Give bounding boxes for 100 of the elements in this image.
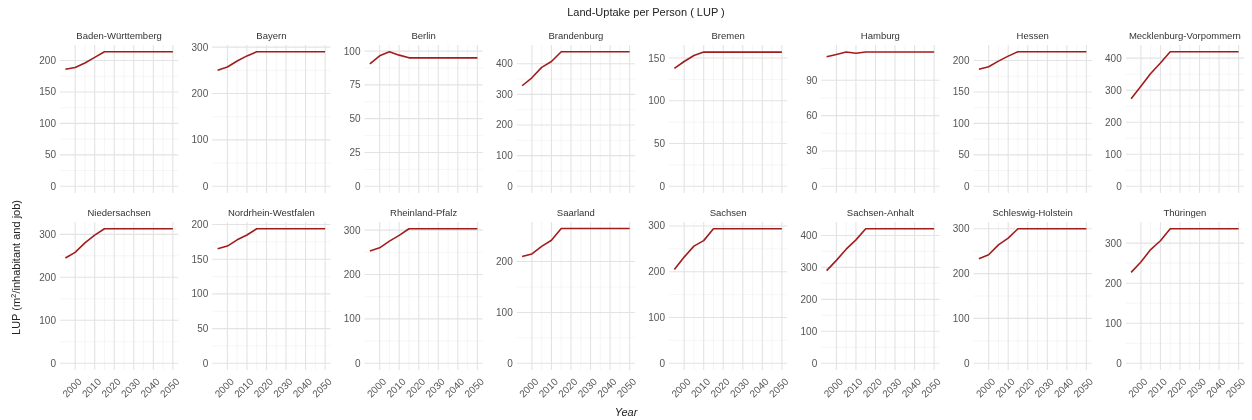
line-series	[64, 50, 174, 71]
chart-title: Thüringen	[1163, 207, 1207, 218]
y-tick-label: 0	[50, 180, 57, 192]
chart-title: Mecklenburg-Vorpommern	[1128, 30, 1241, 41]
y-tick-label: 100	[1105, 148, 1123, 160]
line-series	[216, 50, 326, 72]
y-tick-label: 0	[659, 357, 666, 369]
chart-title: Sachsen-Anhalt	[846, 207, 915, 218]
chart-title: Niedersachsen	[87, 207, 151, 218]
line-series	[216, 227, 326, 250]
line-series	[825, 227, 935, 272]
chart-title: Sachsen	[709, 207, 747, 218]
chart-title: Hessen	[1016, 30, 1049, 41]
chart-title: Bayern	[256, 30, 287, 41]
y-tick-label: 300	[800, 261, 818, 273]
y-tick-label: 0	[507, 180, 514, 192]
chart-title: Nordrhein-Westfalen	[227, 207, 315, 218]
y-tick-label: 200	[952, 55, 970, 67]
y-tick-label: 0	[963, 357, 970, 369]
y-tick-label: 200	[39, 55, 57, 67]
y-tick-label: 0	[1116, 180, 1123, 192]
y-tick-label: 30	[806, 145, 818, 157]
y-tick-label: 200	[1105, 116, 1123, 128]
line-series	[1130, 227, 1240, 274]
y-tick-label: 0	[659, 180, 666, 192]
line-series	[1130, 50, 1240, 100]
y-tick-label: 0	[963, 180, 970, 192]
y-tick-label: 50	[349, 113, 361, 125]
y-tick-label: 100	[39, 314, 57, 326]
y-tick-label: 0	[202, 357, 209, 369]
y-tick-label: 100	[496, 150, 514, 162]
y-tick-label: 300	[1105, 84, 1123, 96]
x-axis-title: Year	[614, 406, 639, 418]
y-tick-label: 100	[648, 312, 666, 324]
y-tick-label: 400	[1105, 52, 1123, 64]
y-tick-label: 100	[496, 306, 514, 318]
line-series	[369, 227, 479, 252]
y-tick-label: 200	[800, 293, 818, 305]
y-tick-label: 150	[191, 253, 209, 265]
y-tick-label: 0	[354, 357, 361, 369]
y-tick-label: 200	[1105, 277, 1123, 289]
y-tick-label: 100	[1105, 317, 1123, 329]
line-series	[978, 50, 1088, 71]
y-tick-label: 200	[191, 219, 209, 231]
y-tick-label: 200	[496, 256, 514, 268]
chart-title: Saarland	[556, 207, 595, 218]
y-tick-label: 200	[648, 266, 666, 278]
y-tick-label: 0	[811, 357, 818, 369]
line-series	[978, 227, 1088, 260]
y-tick-label: 100	[191, 134, 209, 146]
line-series	[64, 227, 174, 259]
y-tick-label: 400	[496, 58, 514, 70]
y-tick-label: 300	[648, 220, 666, 232]
line-series	[521, 50, 631, 87]
line-series	[673, 227, 783, 271]
y-tick-label: 300	[1105, 237, 1123, 249]
line-series	[673, 51, 783, 70]
y-tick-label: 0	[202, 180, 209, 192]
y-tick-label: 0	[507, 357, 514, 369]
chart-title: Brandenburg	[548, 30, 604, 41]
y-tick-label: 100	[952, 312, 970, 324]
y-tick-label: 100	[952, 117, 970, 129]
y-tick-label: 100	[343, 45, 361, 57]
y-tick-label: 25	[349, 146, 361, 158]
y-tick-label: 200	[191, 87, 209, 99]
y-tick-label: 50	[197, 323, 209, 335]
chart-title: Berlin	[411, 30, 436, 41]
y-tick-label: 300	[39, 228, 57, 240]
y-tick-label: 0	[50, 357, 57, 369]
y-tick-label: 50	[44, 149, 57, 161]
chart-title: Baden-Württemberg	[76, 30, 162, 41]
chart-title: Schleswig-Holstein	[992, 207, 1073, 218]
y-tick-label: 200	[39, 271, 57, 283]
y-tick-label: 60	[806, 110, 818, 122]
y-tick-label: 300	[191, 41, 209, 53]
y-tick-label: 0	[811, 180, 818, 192]
y-tick-label: 100	[191, 288, 209, 300]
y-tick-label: 150	[648, 52, 666, 64]
y-tick-label: 200	[496, 119, 514, 131]
y-tick-label: 200	[343, 268, 361, 280]
y-tick-label: 100	[39, 117, 57, 129]
y-tick-label: 50	[653, 138, 666, 150]
chart-title: Rheinland-Pfalz	[390, 207, 458, 218]
y-tick-label: 300	[496, 88, 514, 100]
text: Land-Uptake per Person ( LUP )	[567, 6, 725, 18]
y-tick-label: 150	[952, 86, 970, 98]
y-tick-label: 0	[1116, 357, 1123, 369]
y-tick-label: 200	[952, 268, 970, 280]
y-tick-label: 50	[958, 149, 970, 161]
chart-title: Bremen	[711, 30, 745, 41]
y-tick-label: 300	[343, 224, 361, 236]
line-series	[521, 227, 631, 258]
y-tick-label: 90	[806, 74, 818, 86]
y-tick-label: 100	[343, 313, 361, 325]
y-tick-label: 100	[800, 325, 818, 337]
y-tick-label: 150	[39, 86, 57, 98]
y-tick-label: 300	[952, 223, 970, 235]
y-tick-label: 75	[349, 79, 361, 91]
y-tick-label: 400	[800, 229, 818, 241]
y-tick-label: 0	[354, 180, 361, 192]
